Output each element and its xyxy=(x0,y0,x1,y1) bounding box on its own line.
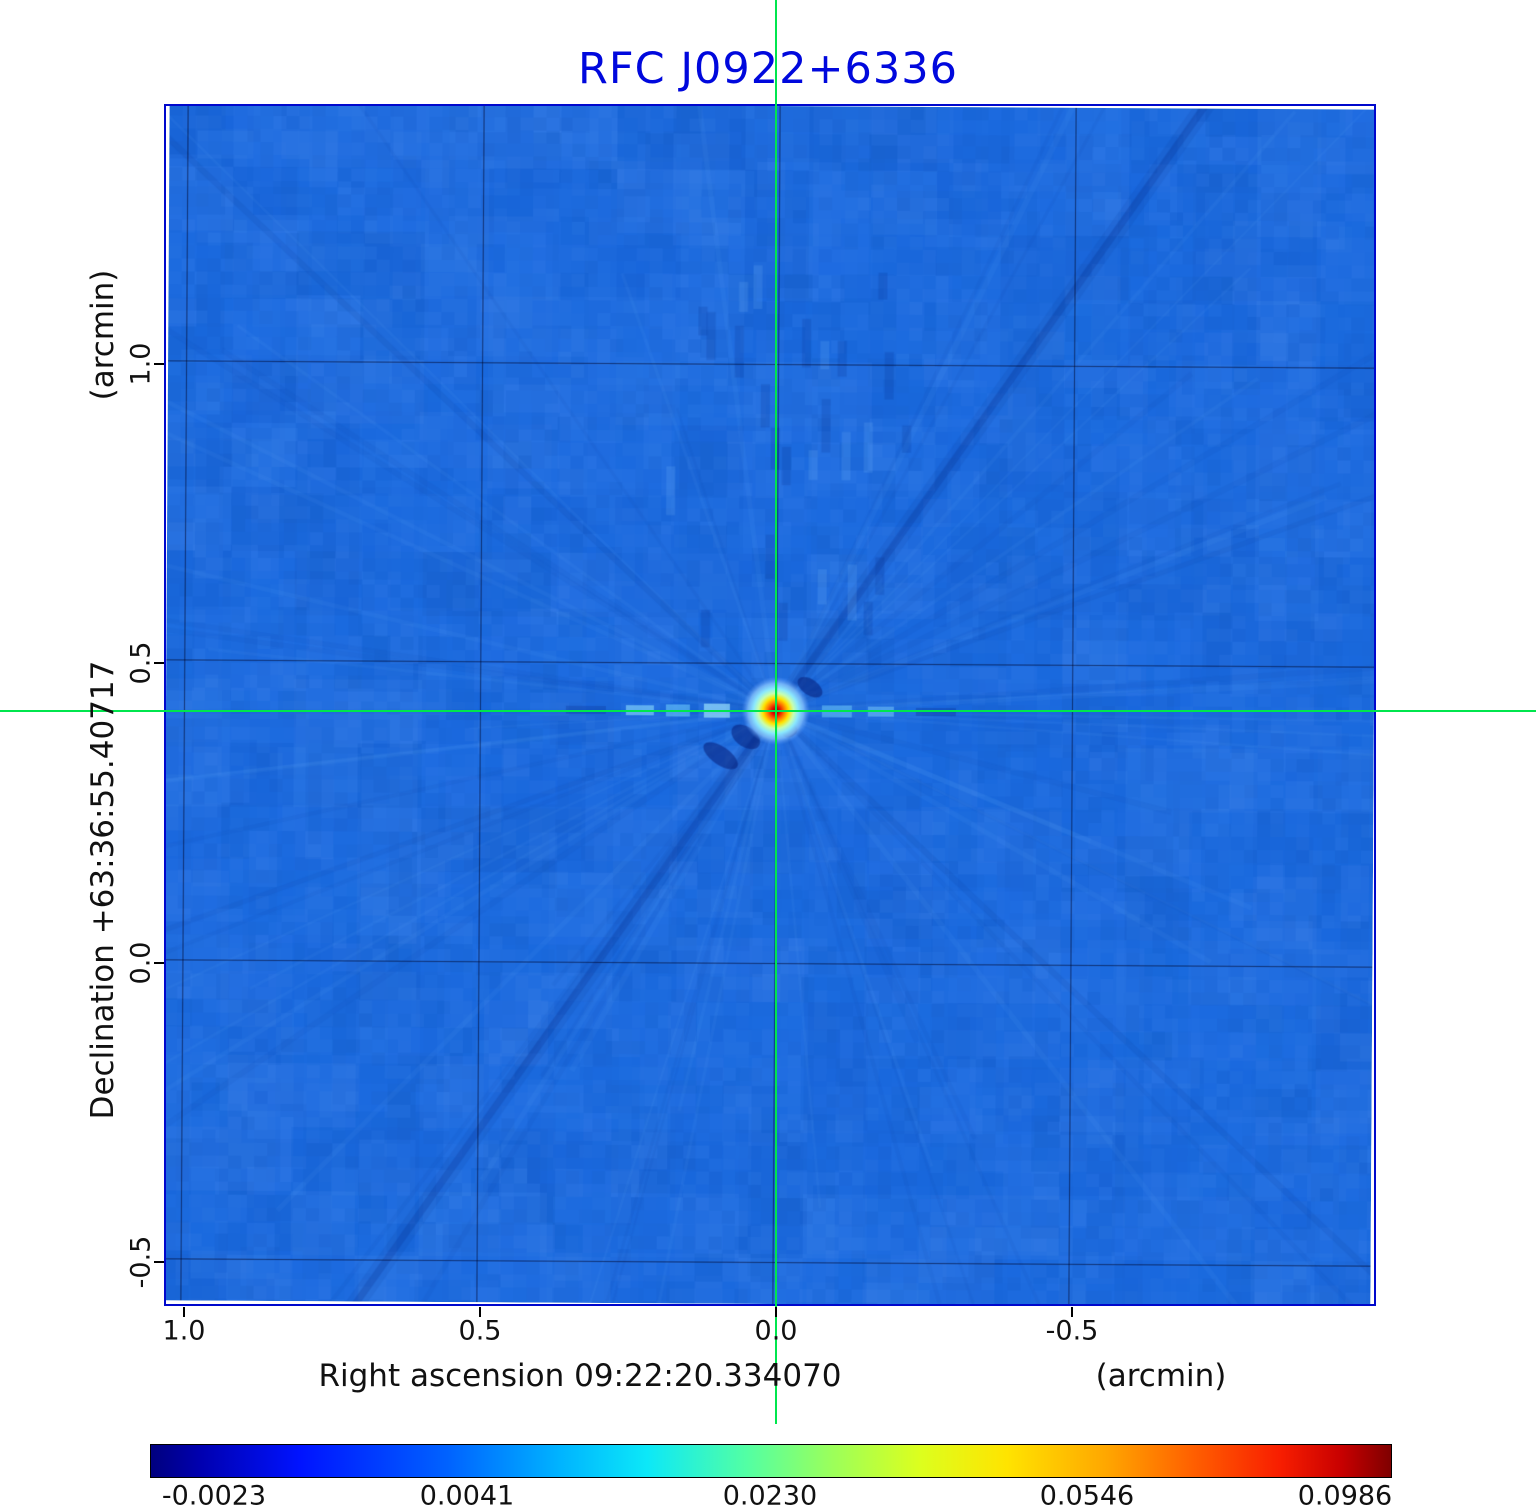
x-axis-unit-label: (arcmin) xyxy=(1095,1358,1227,1394)
x-tick-mark xyxy=(1071,1307,1073,1317)
colorbar-tick-label: -0.0023 xyxy=(161,1480,267,1511)
y-axis-unit-label: (arcmin) xyxy=(85,269,121,401)
x-tick-mark xyxy=(183,1307,185,1317)
colorbar xyxy=(150,1444,1392,1478)
y-tick-label: -0.5 xyxy=(125,1235,157,1289)
plot-area xyxy=(166,106,1374,1304)
y-tick-label: 0.0 xyxy=(125,941,157,985)
x-tick-label: 1.0 xyxy=(162,1315,206,1347)
x-tick-mark xyxy=(479,1307,481,1317)
y-axis-label: Declination +63:36:55.40717 xyxy=(85,660,121,1120)
y-tick-mark xyxy=(154,1261,164,1263)
x-axis-label: Right ascension 09:22:20.334070 xyxy=(318,1358,842,1394)
colorbar-tick-label: 0.0986 xyxy=(1297,1480,1393,1511)
y-tick-mark xyxy=(154,962,164,964)
colorbar-tick-label: 0.0230 xyxy=(722,1480,818,1511)
plot-title: RFC J0922+6336 xyxy=(578,44,958,94)
colorbar-tick-label: 0.0041 xyxy=(419,1480,515,1511)
plot-frame xyxy=(164,104,1376,1306)
crosshair-vertical-line xyxy=(775,0,777,1424)
y-tick-mark xyxy=(154,363,164,365)
y-tick-label: 1.0 xyxy=(125,342,157,386)
x-tick-mark xyxy=(775,1307,777,1317)
colorbar-tick-label: 0.0546 xyxy=(1039,1480,1135,1511)
x-tick-label: 0.0 xyxy=(754,1315,798,1347)
x-tick-label: -0.5 xyxy=(1045,1315,1099,1347)
y-tick-mark xyxy=(154,662,164,664)
crosshair-horizontal-line xyxy=(0,710,1536,712)
y-tick-label: 0.5 xyxy=(125,641,157,685)
x-tick-label: 0.5 xyxy=(458,1315,502,1347)
sky-heatmap xyxy=(166,106,1374,1304)
